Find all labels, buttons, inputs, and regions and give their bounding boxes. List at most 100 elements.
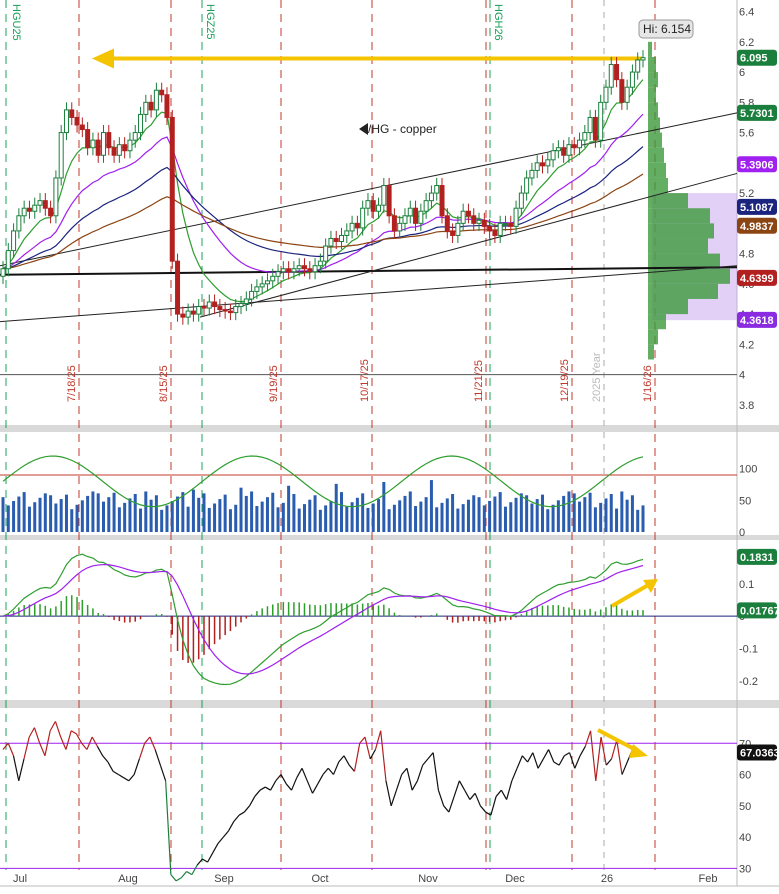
rsi-segment	[406, 768, 413, 791]
profile-bar	[648, 298, 688, 315]
volume-bar	[54, 503, 58, 532]
candle-body	[434, 185, 440, 194]
profile-bar	[648, 344, 654, 360]
badge-text: 4.3618	[740, 315, 774, 327]
rsi-arrow-line	[597, 728, 637, 752]
contract-label: HGZ25	[204, 4, 216, 39]
volume-bar	[583, 497, 587, 532]
candle-body	[259, 283, 265, 288]
volume-bar	[75, 504, 79, 532]
candle-body	[508, 222, 514, 227]
badge-text: 0.01767	[740, 605, 779, 617]
candle-body	[37, 200, 43, 206]
candle-body	[85, 129, 91, 149]
rsi-segment	[75, 733, 83, 744]
rsi-segment	[186, 870, 193, 876]
candle-body	[450, 230, 456, 236]
price-badge: 4.6399	[737, 269, 777, 286]
candle-body	[74, 116, 80, 126]
volume-bar	[59, 499, 63, 532]
volume-bar	[562, 495, 566, 532]
macd-badge: 0.1831	[737, 548, 777, 565]
volume-bar	[345, 506, 349, 532]
panel-separator	[0, 700, 779, 708]
profile-bar	[648, 56, 656, 73]
volume-bar	[308, 499, 312, 532]
volume-bar	[435, 507, 439, 532]
volume-bar	[382, 481, 386, 532]
volume-bar	[197, 497, 201, 532]
candle-body	[497, 222, 503, 236]
candle-body	[323, 245, 329, 262]
candle-body	[566, 144, 572, 156]
volume-bar	[620, 491, 624, 532]
high-label: Hi: 6.154	[638, 19, 694, 39]
volume-bar	[38, 497, 42, 532]
rsi-segment	[202, 858, 208, 863]
price-badge: 5.3906	[737, 156, 777, 173]
macd-line	[2, 553, 644, 686]
candle-body	[365, 200, 371, 209]
symbol-note: /HG - copper	[368, 122, 437, 136]
candle-body	[26, 207, 32, 212]
volume-bar	[80, 500, 84, 532]
candle-body	[233, 306, 239, 314]
rsi-segment	[7, 743, 15, 757]
candle-body	[561, 147, 567, 156]
rsi-segment	[290, 777, 298, 791]
candle-body	[238, 303, 244, 308]
candle-body	[106, 132, 112, 149]
candle-body	[138, 113, 144, 134]
rsi-segment	[558, 755, 565, 766]
volume-bar	[250, 491, 254, 532]
candle-body	[201, 306, 207, 309]
rsi-segment	[469, 792, 476, 800]
price-tick-label: 6	[739, 67, 745, 79]
rsi-segment	[217, 836, 224, 844]
candle-body	[264, 280, 270, 285]
volume-bar	[313, 495, 317, 532]
rsi-segment	[490, 796, 497, 816]
profile-bar	[648, 72, 658, 88]
volume-bar	[324, 505, 328, 532]
volume-bar	[440, 502, 444, 532]
volume-bar	[213, 503, 217, 532]
candle-body	[5, 250, 11, 270]
volume-bar	[429, 480, 433, 532]
rsi-segment	[369, 749, 376, 760]
badge-bg	[737, 198, 777, 215]
rsi-segment	[359, 736, 366, 744]
price-tick-label: 6.4	[739, 7, 754, 19]
candle-body	[169, 116, 175, 262]
badge-bg	[737, 311, 777, 328]
profile-bar	[648, 208, 710, 224]
candle-body	[79, 124, 85, 131]
volume-bar	[139, 508, 143, 532]
candle-body	[222, 309, 228, 312]
volume-bar	[107, 497, 111, 532]
macd-tick-label: -0.1	[739, 643, 758, 655]
support-hline	[0, 266, 738, 276]
volume-bar	[625, 499, 629, 532]
candle-body	[116, 144, 122, 156]
volume-bar	[461, 504, 465, 532]
rsi-segment	[600, 736, 607, 766]
rsi-segment	[222, 830, 230, 838]
badge-bg	[737, 744, 777, 761]
rsi-segment	[374, 730, 382, 750]
volume-bar	[609, 494, 613, 532]
panel-separator	[0, 425, 779, 432]
volume-tick-label: 100	[739, 464, 757, 476]
candle-body	[249, 290, 255, 300]
rsi-segment	[542, 749, 550, 760]
rsi-segment	[165, 780, 172, 875]
volume-bar	[154, 495, 158, 532]
badge-bg	[737, 156, 777, 173]
candle-body	[502, 222, 508, 225]
rsi-segment	[390, 789, 398, 807]
candle-body	[227, 310, 233, 314]
rsi-segment	[285, 783, 292, 791]
volume-bar	[599, 502, 603, 532]
profile-bar	[648, 132, 662, 148]
rsi-segment	[511, 768, 518, 782]
